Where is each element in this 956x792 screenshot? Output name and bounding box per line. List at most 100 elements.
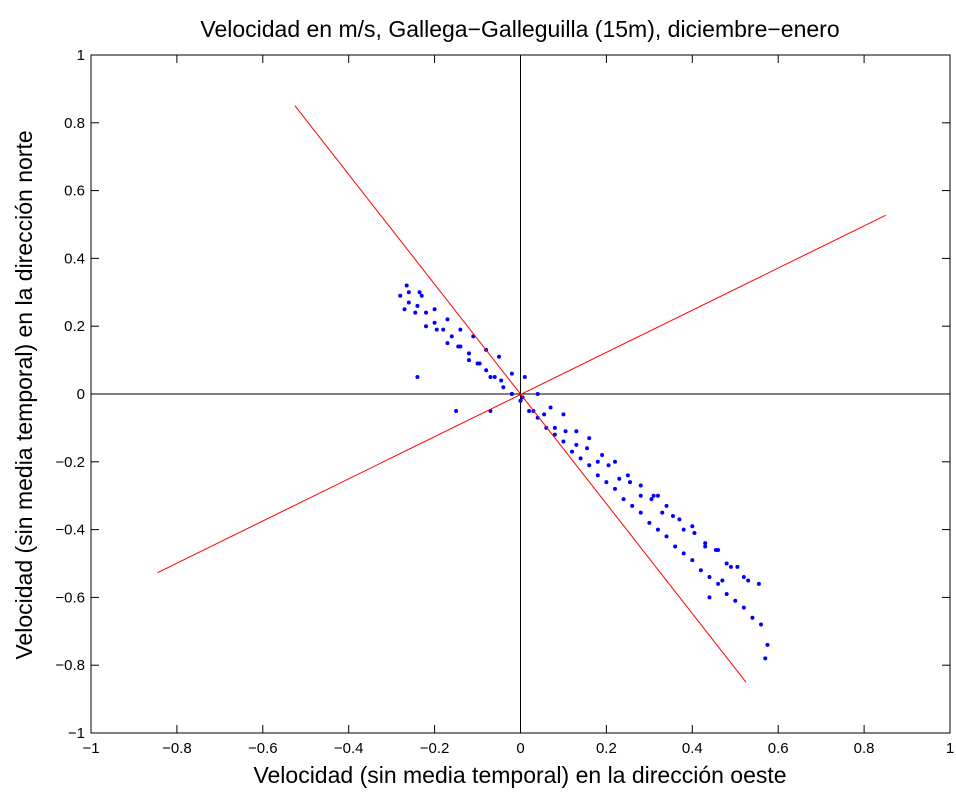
data-point [484,368,489,373]
data-point [527,408,532,413]
data-point [406,290,411,295]
data-point [398,293,403,298]
scatter-points [398,283,770,661]
data-point [466,358,471,363]
x-tick-label: −0.6 [248,740,278,757]
data-point [660,510,665,515]
data-point [664,534,669,539]
data-point [477,361,482,366]
data-point [445,317,450,322]
data-point [552,425,557,430]
data-point [587,436,592,441]
data-point [759,622,764,627]
data-point [578,456,583,461]
data-point [765,642,770,647]
data-point [630,503,635,508]
data-point [574,429,579,434]
data-point [404,283,409,288]
data-point [600,453,605,458]
y-tick-label: 0 [77,386,85,403]
y-tick-label: 0.2 [64,318,85,335]
principal-axis-lines [157,105,886,683]
data-point [424,324,429,329]
data-point [733,598,738,603]
y-tick-label: −0.2 [55,454,85,471]
data-point [651,493,656,498]
data-point [561,439,566,444]
y-tick-label: 0.4 [64,250,85,267]
x-axis-ticks: −1 −0.8 −0.6 −0.4 −0.2 0 0.2 0.4 0.6 0.8 1 [82,55,954,757]
data-point [647,520,652,525]
data-point [585,446,590,451]
y-axis-ticks: −1 −0.8 −0.6 −0.4 −0.2 0 0.2 0.4 0.6 0.8 1 [55,47,950,742]
data-point [509,371,514,376]
data-point [606,463,611,468]
data-point [698,568,703,573]
x-tick-label: −0.4 [334,740,364,757]
data-point [492,375,497,380]
data-point [741,605,746,610]
data-point [497,354,502,359]
data-point [638,493,643,498]
data-point [756,581,761,586]
data-point [417,290,422,295]
data-point [750,615,755,620]
data-point [522,375,527,380]
data-point [724,592,729,597]
data-point [499,378,504,383]
data-point [432,320,437,325]
data-point [649,497,654,502]
data-point [703,541,708,546]
data-point [724,561,729,566]
x-tick-label: 0 [516,740,524,757]
data-point [548,405,553,410]
data-point [563,429,568,434]
data-point [677,517,682,522]
data-point [741,575,746,580]
x-tick-label: 1 [946,740,954,757]
data-point [604,480,609,485]
data-point [720,578,725,583]
data-point [716,547,721,552]
data-point [707,575,712,580]
data-point [574,442,579,447]
chart-title: Velocidad en m/s, Gallega−Galleguilla (1… [200,16,839,42]
data-point [456,344,461,349]
data-point [638,483,643,488]
data-point [518,398,523,403]
data-point [707,595,712,600]
data-point [595,473,600,478]
data-point [655,493,660,498]
data-point [552,432,557,437]
data-point [509,392,514,396]
x-tick-label: 0.8 [854,740,875,757]
data-point [501,385,506,390]
x-tick-label: 0.2 [596,740,617,757]
x-tick-label: −0.8 [162,740,192,757]
x-axis-label: Velocidad (sin media temporal) en la dir… [253,762,786,788]
data-point [434,327,439,332]
data-point [570,449,575,454]
y-tick-label: −0.6 [55,589,85,606]
x-tick-label: −1 [82,740,99,757]
y-tick-label: 0.8 [64,115,85,132]
data-point [535,392,540,396]
data-point [454,408,459,413]
x-tick-label: 0.6 [768,740,789,757]
data-point [746,578,751,583]
data-point [681,527,686,532]
data-point [716,581,721,586]
data-point [655,527,660,532]
data-point [703,544,708,549]
data-point [542,412,547,417]
data-point [488,375,493,380]
x-tick-label: −0.2 [420,740,450,757]
data-point [595,459,600,464]
data-point [638,510,643,515]
data-point [587,463,592,468]
data-point [673,544,678,549]
data-point [617,476,622,481]
data-point [432,307,437,312]
